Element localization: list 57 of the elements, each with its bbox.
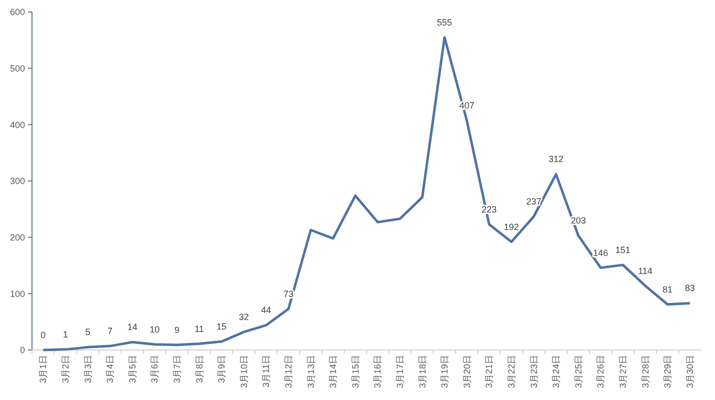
x-tick-label: 3月25日 bbox=[573, 355, 584, 388]
data-label: 237 bbox=[526, 196, 542, 206]
x-tick-label: 3月10日 bbox=[238, 355, 249, 388]
data-label: 1 bbox=[62, 329, 68, 340]
data-label: 555 bbox=[437, 17, 452, 28]
x-tick-label: 3月26日 bbox=[596, 355, 606, 388]
x-tick-label: 3月30日 bbox=[684, 355, 695, 388]
y-tick-label: 600 bbox=[10, 7, 25, 18]
x-tick-label: 3月19日 bbox=[440, 355, 450, 388]
data-label: 7 bbox=[108, 326, 113, 336]
x-tick-label: 3月28日 bbox=[640, 355, 650, 388]
x-tick-label: 3月12日 bbox=[283, 355, 294, 388]
x-tick-label: 3月27日 bbox=[618, 355, 628, 388]
x-tick-label: 3月5日 bbox=[127, 355, 138, 384]
data-label: 10 bbox=[150, 324, 160, 334]
data-label: 5 bbox=[85, 327, 90, 338]
x-tick-label: 3月1日 bbox=[38, 355, 48, 384]
x-tick-label: 3月20日 bbox=[462, 355, 472, 388]
x-tick-label: 3月15日 bbox=[350, 355, 360, 388]
x-tick-label: 3月29日 bbox=[662, 355, 673, 388]
x-tick-label: 3月8日 bbox=[194, 355, 204, 384]
data-label: 9 bbox=[174, 324, 180, 335]
x-tick-label: 3月22日 bbox=[506, 355, 516, 388]
data-label: 14 bbox=[127, 322, 138, 332]
data-label: 312 bbox=[548, 154, 564, 164]
x-tick-label: 3月13日 bbox=[306, 355, 316, 388]
x-tick-label: 3月3日 bbox=[82, 355, 93, 384]
data-label: 81 bbox=[662, 284, 673, 294]
data-label: 192 bbox=[504, 222, 519, 232]
data-label: 15 bbox=[216, 322, 227, 332]
x-tick-label: 3月4日 bbox=[105, 355, 116, 384]
x-tick-label: 3月2日 bbox=[60, 355, 70, 384]
y-tick-label: 500 bbox=[10, 63, 25, 74]
data-label: 32 bbox=[238, 312, 249, 322]
y-tick-label: 100 bbox=[10, 288, 25, 299]
data-label: 83 bbox=[684, 283, 695, 294]
x-tick-label: 3月16日 bbox=[372, 355, 383, 388]
x-tick-label: 3月24日 bbox=[551, 355, 562, 388]
x-tick-label: 3月18日 bbox=[417, 355, 428, 388]
data-label: 146 bbox=[593, 248, 608, 258]
x-tick-label: 3月21日 bbox=[484, 355, 494, 388]
y-tick-label: 0 bbox=[20, 345, 25, 356]
x-tick-label: 3月9日 bbox=[216, 355, 227, 384]
y-tick-label: 300 bbox=[10, 176, 25, 186]
x-tick-label: 3月14日 bbox=[328, 355, 338, 388]
data-label: 0 bbox=[40, 330, 46, 340]
data-label: 151 bbox=[615, 244, 630, 255]
x-tick-label: 3月11日 bbox=[261, 355, 272, 388]
data-label: 114 bbox=[638, 266, 652, 276]
y-tick-label: 400 bbox=[10, 120, 25, 130]
data-label: 44 bbox=[261, 305, 272, 316]
x-tick-label: 3月23日 bbox=[528, 355, 539, 388]
data-label: 11 bbox=[194, 324, 204, 334]
x-tick-label: 3月6日 bbox=[150, 355, 160, 384]
x-tick-label: 3月17日 bbox=[394, 355, 405, 388]
x-tick-label: 3月7日 bbox=[172, 355, 182, 384]
y-tick-label: 200 bbox=[10, 232, 25, 242]
